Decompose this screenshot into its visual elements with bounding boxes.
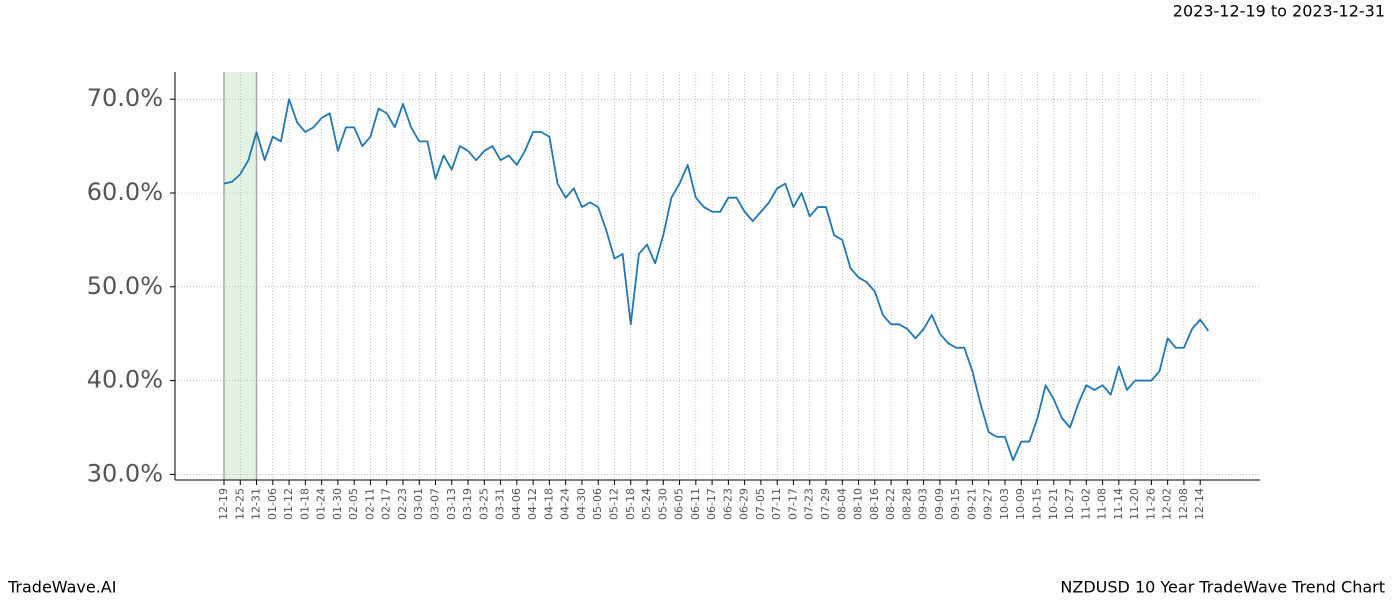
x-tick-label: 01-24 (315, 488, 328, 520)
x-tick-label: 10-15 (1031, 488, 1044, 520)
x-tick-label: 06-11 (689, 488, 702, 520)
x-tick-label: 01-12 (282, 488, 295, 520)
y-tick-label: 50.0% (87, 272, 163, 300)
x-tick-label: 01-18 (298, 488, 311, 520)
x-tick-label: 09-27 (982, 488, 995, 520)
x-tick-label: 03-07 (429, 488, 442, 520)
x-tick-label: 07-05 (754, 488, 767, 520)
x-tick-label: 03-19 (461, 488, 474, 520)
watermark: TradeWave.AI (7, 578, 116, 597)
x-tick-label: 03-13 (445, 488, 458, 520)
x-tick-label: 04-18 (542, 488, 555, 520)
chart-title: NZDUSD 10 Year TradeWave Trend Chart (1060, 578, 1385, 597)
x-tick-label: 12-14 (1193, 488, 1206, 520)
y-tick-label: 40.0% (87, 366, 163, 394)
x-tick-label: 07-17 (786, 488, 799, 520)
x-tick-label: 08-16 (868, 488, 881, 520)
x-tick-label: 11-02 (1079, 488, 1092, 520)
x-tick-label: 02-05 (347, 488, 360, 520)
x-tick-label: 05-06 (591, 488, 604, 520)
x-tick-label: 10-09 (1014, 488, 1027, 520)
x-tick-label: 09-15 (949, 488, 962, 520)
x-tick-label: 04-12 (526, 488, 539, 520)
x-tick-label: 03-25 (477, 488, 490, 520)
x-tick-label: 04-24 (559, 488, 572, 520)
x-tick-label: 09-21 (965, 488, 978, 520)
x-tick-label: 10-03 (998, 488, 1011, 520)
x-tick-label: 06-23 (721, 488, 734, 520)
x-tick-label: 04-06 (510, 488, 523, 520)
y-tick-label: 30.0% (87, 459, 163, 487)
x-tick-label: 11-08 (1096, 488, 1109, 520)
y-tick-label: 60.0% (87, 178, 163, 206)
x-tick-label: 05-24 (640, 488, 653, 520)
x-tick-label: 12-02 (1161, 488, 1174, 520)
x-tick-label: 03-01 (412, 488, 425, 520)
x-tick-label: 08-22 (884, 488, 897, 520)
x-tick-label: 06-05 (673, 488, 686, 520)
x-tick-label: 07-11 (770, 488, 783, 520)
x-tick-label: 07-23 (803, 488, 816, 520)
chart-subtitle: 2023-12-19 to 2023-12-31 (1173, 2, 1385, 21)
x-tick-label: 09-09 (933, 488, 946, 520)
x-tick-label: 12-25 (233, 488, 246, 520)
x-tick-label: 11-20 (1128, 488, 1141, 520)
x-tick-label: 12-31 (250, 488, 263, 520)
trend-line (223, 98, 1210, 462)
x-tick-label: 07-29 (819, 488, 832, 520)
x-tick-label: 05-30 (656, 488, 669, 520)
x-tick-label: 06-17 (705, 488, 718, 520)
x-tick-label: 01-06 (266, 488, 279, 520)
x-tick-label: 11-26 (1144, 488, 1157, 520)
x-tick-label: 05-12 (607, 488, 620, 520)
x-tick-label: 12-08 (1177, 488, 1190, 520)
x-tick-label: 02-23 (396, 488, 409, 520)
y-tick-label: 70.0% (87, 84, 163, 112)
x-tick-label: 03-31 (494, 488, 507, 520)
x-tick-label: 10-21 (1047, 488, 1060, 520)
x-tick-label: 12-19 (217, 488, 230, 520)
x-tick-label: 11-14 (1112, 488, 1125, 520)
x-tick-label: 02-11 (363, 488, 376, 520)
x-tick-label: 06-29 (738, 488, 751, 520)
x-tick-label: 09-03 (917, 488, 930, 520)
x-tick-label: 08-04 (835, 488, 848, 520)
x-tick-label: 04-30 (575, 488, 588, 520)
x-tick-label: 08-10 (852, 488, 865, 520)
x-tick-label: 02-17 (380, 488, 393, 520)
x-tick-label: 05-18 (624, 488, 637, 520)
x-tick-label: 08-28 (900, 488, 913, 520)
x-tick-label: 01-30 (331, 488, 344, 520)
x-tick-label: 10-27 (1063, 488, 1076, 520)
